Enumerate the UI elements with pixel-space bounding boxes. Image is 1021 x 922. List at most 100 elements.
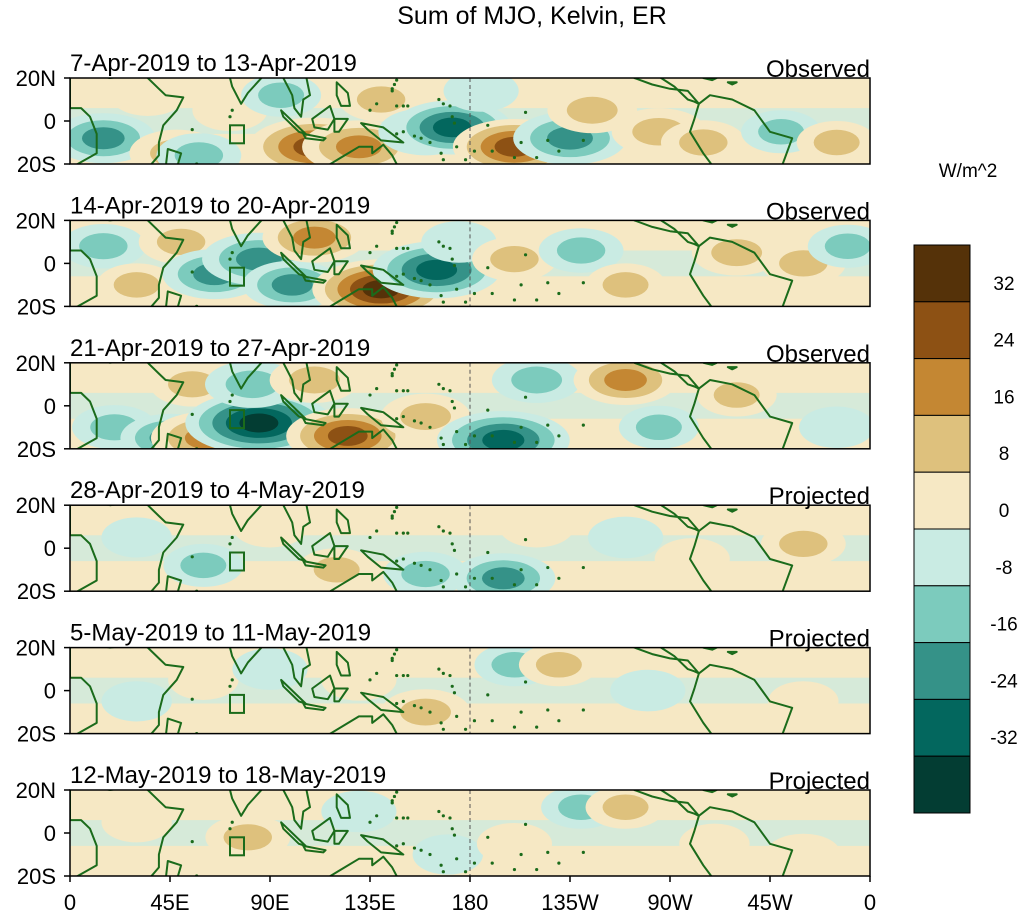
coastline [229, 836, 245, 857]
island-dot [230, 820, 234, 824]
island-dot [519, 710, 523, 714]
panel-status: Observed [766, 341, 870, 368]
island-dot [490, 576, 494, 580]
lat-tick-label: 0 [44, 679, 56, 704]
island-dot [450, 399, 454, 404]
island-dot [392, 367, 397, 371]
island-dot [472, 861, 477, 865]
island-dot [401, 699, 405, 703]
island-dot [437, 97, 441, 102]
colorbar-swatch [913, 698, 971, 757]
coastline [311, 247, 336, 273]
island-dot [392, 652, 397, 656]
anomaly-contour [711, 239, 763, 267]
anomaly-contour [356, 86, 406, 113]
coastline [633, 505, 700, 533]
anomaly-contour [113, 272, 160, 298]
island-dot [535, 725, 539, 729]
coastline [702, 647, 718, 651]
island-dot [401, 816, 405, 820]
island-dot [557, 149, 561, 153]
anomaly-contour [321, 659, 397, 701]
lat-tick-label: 20N [16, 636, 56, 661]
coastline [70, 790, 185, 876]
island-dot [395, 559, 399, 563]
island-dot [230, 251, 234, 255]
island-dot [230, 678, 234, 682]
coastlines [70, 647, 794, 734]
coastline [689, 236, 794, 307]
anomaly-contour [239, 413, 279, 433]
panel: 20N 0 20S 28-Apr-2019 to 4-May-2019 Projecte… [16, 477, 871, 604]
lat-tick-label: 20S [17, 437, 56, 462]
panel-status: Observed [766, 56, 870, 83]
island-dot [448, 816, 452, 820]
anomaly-contour [799, 406, 870, 449]
lat-tick-label: 0 [44, 536, 56, 561]
island-dot [419, 136, 423, 140]
island-dot [395, 220, 399, 225]
coastline [311, 532, 336, 558]
lat-tick-label: 20N [16, 493, 56, 518]
coastline [165, 575, 183, 592]
lat-tick-label: 20N [16, 208, 56, 233]
coastline [280, 394, 307, 420]
island-dot [523, 110, 528, 114]
panel-period: 21-Apr-2019 to 27-Apr-2019 [70, 335, 370, 362]
anomaly-field [70, 220, 870, 307]
island-dot [412, 846, 417, 850]
coastline [311, 674, 336, 701]
anomaly-contour [610, 669, 686, 712]
island-dot [412, 704, 417, 708]
anomaly-contour [110, 78, 186, 116]
colorbar-tick-label: -32 [990, 728, 1017, 749]
coastline [311, 816, 336, 843]
lat-tick-label: 20N [16, 778, 56, 803]
coastline [335, 366, 351, 392]
island-dot [412, 276, 417, 281]
island-dot [448, 246, 452, 250]
coastline [633, 362, 700, 390]
island-dot [228, 257, 232, 261]
coastline [280, 678, 307, 705]
panel-status: Projected [769, 483, 870, 510]
colorbar-units: W/m^2 [939, 161, 998, 182]
coastlines [70, 790, 794, 876]
island-dot [557, 434, 561, 438]
island-dot [486, 835, 490, 839]
island-dot [368, 820, 372, 824]
coastline [335, 508, 351, 535]
island-dot [448, 531, 452, 535]
coastline [227, 220, 263, 248]
colorbar-swatch [913, 301, 971, 360]
island-dot [392, 794, 397, 799]
colorbar-tick-label: -24 [990, 671, 1018, 692]
coastline [633, 647, 700, 675]
island-dot [390, 514, 394, 518]
coastline [360, 691, 405, 714]
lon-tick-label: 0 [64, 890, 76, 915]
coastline [333, 117, 349, 133]
island-dot [439, 863, 443, 867]
coastline [726, 366, 738, 371]
coastline [333, 260, 349, 276]
colorbar-swatch [913, 244, 971, 303]
anomaly-contour [779, 530, 828, 557]
coastline [302, 844, 327, 854]
coastline [282, 220, 311, 261]
island-dot [406, 389, 410, 393]
anomaly-contour [482, 429, 525, 449]
anomaly-contour [412, 834, 483, 875]
island-dot [401, 389, 405, 393]
island-dot [557, 291, 561, 296]
island-dot [557, 861, 561, 865]
anomaly-contour [82, 127, 125, 150]
anomaly-contour [223, 824, 272, 851]
island-dot [395, 363, 399, 367]
anomaly-contour [511, 366, 563, 394]
island-dot [450, 684, 454, 688]
island-dot [395, 389, 399, 393]
coastline [702, 220, 718, 224]
island-dot [441, 529, 445, 533]
island-dot [190, 270, 194, 274]
